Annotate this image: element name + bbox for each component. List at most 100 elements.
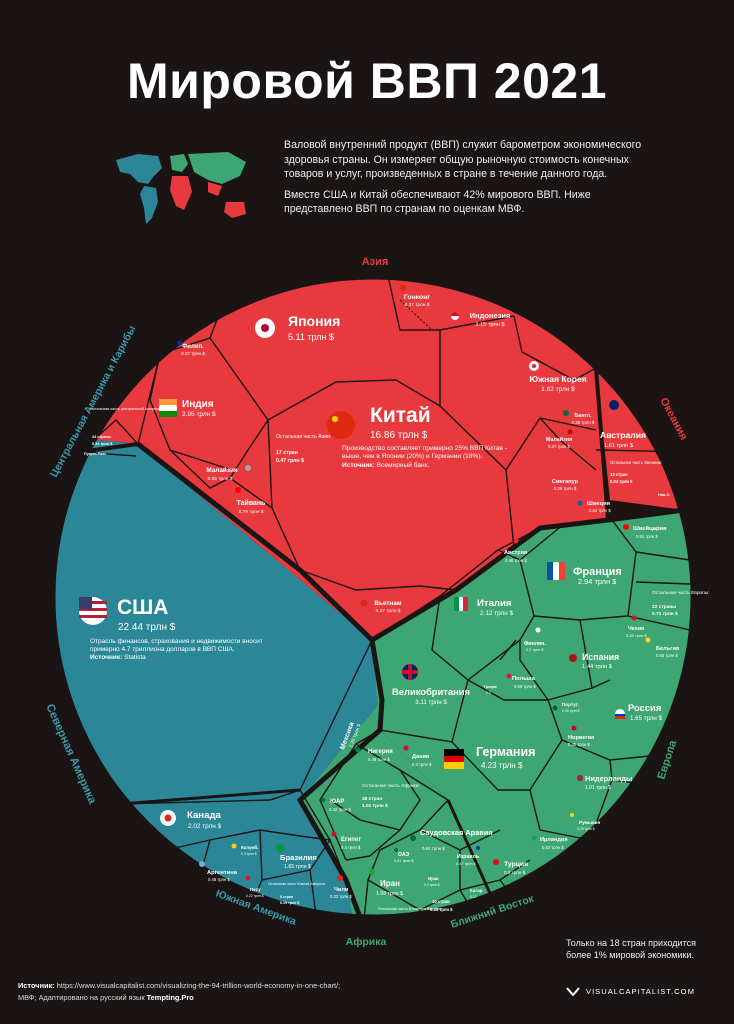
country-uae-name: ОАЭ [398, 852, 410, 858]
flag-peru-icon [245, 875, 251, 881]
country-uk-name: Великобритания [392, 686, 470, 697]
flag-australia-icon [609, 400, 619, 410]
rest-of-oceania-note: 13 стран [610, 472, 628, 477]
country-germany-name: Германия [476, 745, 535, 759]
country-switzerland-name: Швейцария [633, 525, 666, 532]
brand-logo[interactable]: VISUALCAPITALIST.COM [566, 986, 695, 996]
flag-norway-icon [571, 725, 577, 731]
rest-of-africa-value: 1.01 трлн $ [362, 803, 388, 809]
flag-turkey-icon [493, 859, 499, 865]
rest-of-central-america-name: Остальная часть центральной Америки: [90, 407, 161, 411]
country-singapore-name: Сингапур [552, 479, 579, 485]
country-egypt-value: 0.4 трлн $ [341, 845, 361, 850]
country-china-value: 16.86 трлн $ [370, 430, 428, 441]
country-qatar-name: Катар [470, 888, 483, 893]
flag-poland-icon [506, 673, 512, 679]
rest-of-africa-note: 48 стран [362, 796, 382, 802]
country-south-korea-value: 1.82 трлн $ [541, 386, 575, 393]
rest-of-africa-name: Остальная часть Африки: [362, 783, 420, 789]
flag-hong-kong-icon [400, 285, 406, 291]
country-brazil-value: 1.65 трлн $ [284, 864, 311, 870]
country-spain-name: Испания [582, 652, 619, 662]
country-portugal-name: Португ. [562, 702, 579, 707]
rest-of-south-america-name: Остальная часть Южной Америки: [268, 882, 326, 886]
rest-of-asia-note: 17 стран [276, 450, 298, 456]
country-indonesia-value: 1.15 трлн $ [476, 322, 506, 328]
source-label: Источник: [18, 981, 55, 990]
flag-bangladesh-icon [563, 410, 569, 416]
country-ireland-value: 0.52 трлн $ [542, 845, 564, 850]
country-australia-value: 1.61 трлн $ [604, 443, 634, 449]
country-egypt-name: Египет [341, 837, 361, 843]
source-url[interactable]: https://www.visualcapitalist.com/visuali… [56, 981, 341, 990]
rest-of-oceania-value: 0.04 трлн $ [610, 479, 633, 484]
world-map-icon [116, 152, 246, 224]
flag-malaysia-icon [245, 465, 251, 471]
brand-text: VISUALCAPITALIST.COM [586, 986, 695, 996]
country-colombia-name: Колумб. [241, 845, 259, 850]
flag-uk-icon [402, 664, 418, 680]
country-turkey-value: 0.8 трлн $ [504, 870, 526, 875]
flag-south-korea-icon [529, 361, 539, 371]
flag-south-africa-icon [320, 797, 326, 803]
rest-of-central-america-value: 0.34 трлн $ [92, 442, 113, 446]
country-india-name: Индия [182, 399, 214, 410]
page-title: Мировой ВВП 2021 [127, 53, 607, 109]
country-singapore-value: 0.38 трлн $ [554, 486, 577, 491]
rest-of-oceania-name: Остальная часть Океании: [610, 460, 662, 465]
country-germany-value: 4.23 трлн $ [481, 761, 523, 770]
country-romania-value: 0.29 трлн $ [577, 827, 595, 831]
country-belgium-value: 0.58 трлн $ [656, 653, 678, 658]
intro-paragraph-2: Вместе США и Китай обеспечивают 42% миро… [284, 188, 591, 216]
flag-usa-icon [79, 597, 107, 625]
country-nigeria-value: 0.48 трлн $ [368, 757, 390, 762]
region-label-asia: Азия [362, 256, 389, 268]
country-iran-name: Иран [380, 879, 400, 888]
flag-netherlands-icon [577, 775, 583, 781]
rest-of-asia-name: Остальная часть Азии: [276, 434, 331, 440]
country-canada-value: 2.02 трлн $ [188, 823, 222, 830]
country-norway-name: Норвегия [568, 735, 594, 741]
country-indonesia-name: Индонезия [470, 311, 511, 320]
country-south-africa-value: 0.42 трлн $ [329, 807, 351, 812]
china-note-source: Всемирный банк. [376, 461, 430, 469]
country-uae-value: 0.41 трлн $ [394, 859, 415, 863]
source-adapter[interactable]: Tempting.Pro [146, 993, 194, 1002]
flag-argentina-icon [199, 861, 205, 867]
country-chile-value: 0.33 трлн $ [330, 894, 352, 899]
intro-paragraph-1: Валовой внутренний продукт (ВВП) служит … [284, 139, 642, 181]
brand-logo-icon [566, 987, 580, 996]
flag-egypt-icon [331, 831, 337, 837]
country-malaysia-right-value: 0.37 трлн $ [548, 444, 570, 449]
country-canada-name: Канада [187, 810, 222, 821]
country-iran-value: 1.08 трлн $ [376, 891, 403, 897]
flag-brazil-icon [276, 844, 284, 852]
rest-of-south-america-note: 6 стран [280, 895, 293, 899]
source-text: Источник: https://www.visualcapitalist.c… [18, 980, 340, 1004]
country-uk-value: 3.11 трлн $ [415, 699, 447, 706]
country-switzerland-value: 0.81 трлн $ [636, 534, 658, 539]
flag-malaysia-right-icon [567, 429, 573, 435]
country-sweden-value: 0.62 трлн $ [589, 508, 611, 513]
country-finland-value: 0.3 трлн $ [526, 648, 544, 652]
country-austria-name: Австрия [504, 550, 527, 556]
china-note-source-label: Источник: [342, 461, 375, 469]
country-peru-name: Перу [250, 887, 261, 892]
china-note: Производство составляет примерно 25% ВВП… [342, 445, 507, 461]
country-hong-kong-value: 0.37 трлн $ [405, 302, 430, 308]
country-hong-kong-name: Гонконг [404, 294, 430, 301]
country-south-africa-name: ЮАР [330, 799, 344, 805]
flag-ireland-icon [531, 835, 537, 841]
country-saudi-arabia-value: 0.84 трлн $ [422, 846, 445, 851]
flag-israel-icon [476, 846, 480, 850]
country-france-value: 2.94 трлн $ [578, 577, 616, 586]
country-bangladesh-value: 0.36 трлн $ [572, 420, 595, 425]
country-india-value: 2.95 трлн $ [182, 411, 216, 418]
flag-philippines-icon [177, 340, 183, 346]
country-israel-name: Израиль [457, 854, 479, 860]
country-taiwan-value: 0.79 трлн $ [239, 509, 264, 515]
country-czechia-name: Чехия [628, 626, 644, 632]
country-usa-name: США [117, 596, 168, 619]
region-africa-mideast[interactable] [300, 700, 520, 960]
country-denmark-name: Дания [412, 754, 429, 760]
